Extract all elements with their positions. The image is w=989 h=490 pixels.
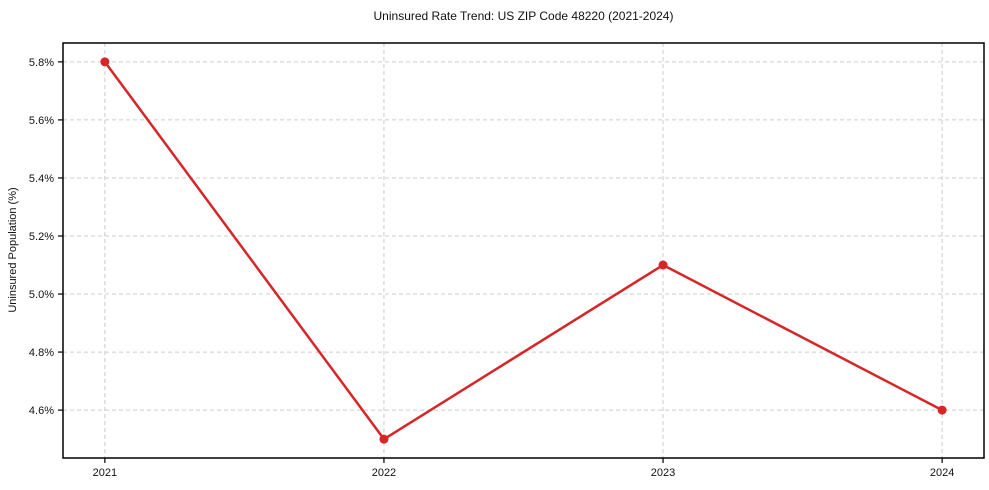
y-tick-label: 5.4% [29,173,54,185]
y-tick-label: 5.8% [29,57,54,69]
trend-line [103,60,944,441]
y-tick-label: 4.6% [29,405,54,417]
x-tick-label: 2024 [930,467,954,479]
data-point [658,260,668,270]
y-tick-label: 5.2% [29,231,54,243]
y-tick-label: 5.0% [29,289,54,301]
plot-border [62,42,985,459]
data-point [379,434,389,444]
chart-title: Uninsured Rate Trend: US ZIP Code 48220 … [373,9,674,23]
data-point [937,405,947,415]
x-tick-label: 2023 [651,467,675,479]
y-tick-label: 5.6% [29,115,54,127]
y-tick-label: 4.8% [29,347,54,359]
x-tick-label: 2021 [93,467,117,479]
data-point [100,57,110,67]
x-tick-label: 2022 [372,467,396,479]
